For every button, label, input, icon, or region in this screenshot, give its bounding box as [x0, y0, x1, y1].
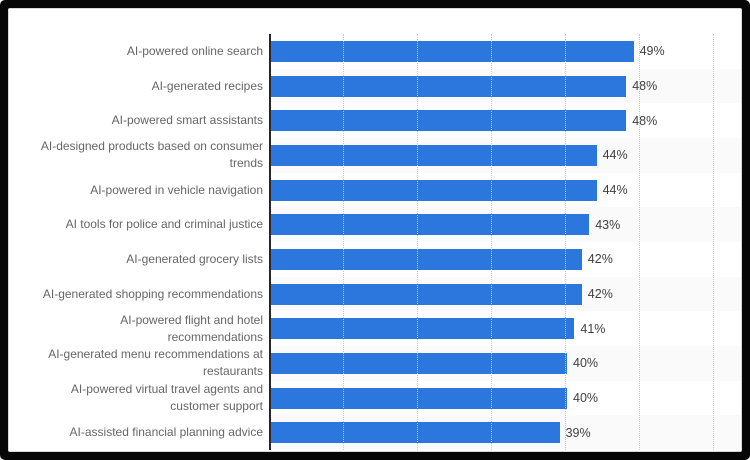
category-label: AI-generated shopping recommendations	[9, 276, 269, 312]
bar[interactable]	[271, 422, 560, 444]
category-label: AI-generated recipes	[9, 68, 269, 104]
plot-area: 44%	[269, 172, 741, 208]
bar[interactable]	[271, 40, 634, 62]
category-label: AI-generated grocery lists	[9, 242, 269, 277]
value-label: 49%	[639, 44, 665, 59]
value-label: 44%	[602, 148, 628, 163]
category-label: AI-powered flight and hotel recommendati…	[9, 311, 269, 347]
chart-canvas: AI-powered online search 49% AI-generated …	[8, 8, 742, 452]
plot-area: 40%	[269, 380, 741, 416]
plot-area: 42%	[269, 276, 741, 312]
value-label: 40%	[573, 356, 599, 371]
chart-row: AI tools for police and criminal justice…	[9, 207, 741, 243]
plot-area: 48%	[269, 68, 741, 104]
bar[interactable]	[271, 387, 567, 409]
value-label: 39%	[565, 425, 591, 440]
bar[interactable]	[271, 144, 597, 166]
category-label: AI-assisted financial planning advice	[9, 415, 269, 451]
bar[interactable]	[271, 110, 627, 132]
plot-area: 44%	[269, 138, 741, 173]
chart-row: AI-designed products based on consumer t…	[9, 138, 741, 173]
value-label: 40%	[573, 391, 599, 406]
plot-area: 41%	[269, 311, 741, 347]
category-label: AI-powered smart assistants	[9, 103, 269, 139]
plot-area: 43%	[269, 207, 741, 243]
chart-row: AI-generated grocery lists 42%	[9, 242, 741, 277]
category-label: AI tools for police and criminal justice	[9, 207, 269, 243]
plot-area: 40%	[269, 346, 741, 381]
bar[interactable]	[271, 214, 590, 236]
bar[interactable]	[271, 352, 567, 374]
plot-area: 42%	[269, 242, 741, 277]
value-label: 48%	[632, 113, 658, 128]
plot-area: 48%	[269, 103, 741, 139]
value-label: 42%	[587, 252, 613, 267]
bar[interactable]	[271, 318, 575, 340]
chart-row: AI-powered virtual travel agents and cus…	[9, 380, 741, 416]
chart-row: AI-powered flight and hotel recommendati…	[9, 311, 741, 347]
chart-row: AI-generated recipes 48%	[9, 68, 741, 104]
value-label: 41%	[580, 321, 606, 336]
category-label: AI-powered online search	[9, 34, 269, 69]
value-label: 48%	[632, 79, 658, 93]
chart-row: AI-powered smart assistants 48%	[9, 103, 741, 139]
category-label: AI-powered in vehicle navigation	[9, 172, 269, 208]
chart-row: AI-powered in vehicle navigation 44%	[9, 172, 741, 208]
value-label: 43%	[595, 217, 621, 232]
chart-row: AI-generated shopping recommendations 42%	[9, 276, 741, 312]
chart-rows: AI-powered online search 49% AI-generated …	[9, 34, 741, 451]
bar[interactable]	[271, 283, 582, 305]
bar[interactable]	[271, 75, 627, 97]
value-label: 42%	[587, 287, 613, 302]
value-label: 44%	[602, 183, 628, 198]
plot-area: 39%	[269, 415, 741, 451]
category-label: AI-designed products based on consumer t…	[9, 138, 269, 173]
bar[interactable]	[271, 248, 582, 270]
chart-row: AI-powered online search 49%	[9, 34, 741, 69]
chart-row: AI-generated menu recommendations at res…	[9, 346, 741, 381]
category-label: AI-generated menu recommendations at res…	[9, 346, 269, 381]
bar[interactable]	[271, 179, 597, 201]
category-label: AI-powered virtual travel agents and cus…	[9, 380, 269, 416]
chart-row: AI-assisted financial planning advice 39%	[9, 415, 741, 451]
bar-chart: AI-powered online search 49% AI-generated …	[9, 34, 741, 451]
plot-area: 49%	[269, 34, 741, 69]
